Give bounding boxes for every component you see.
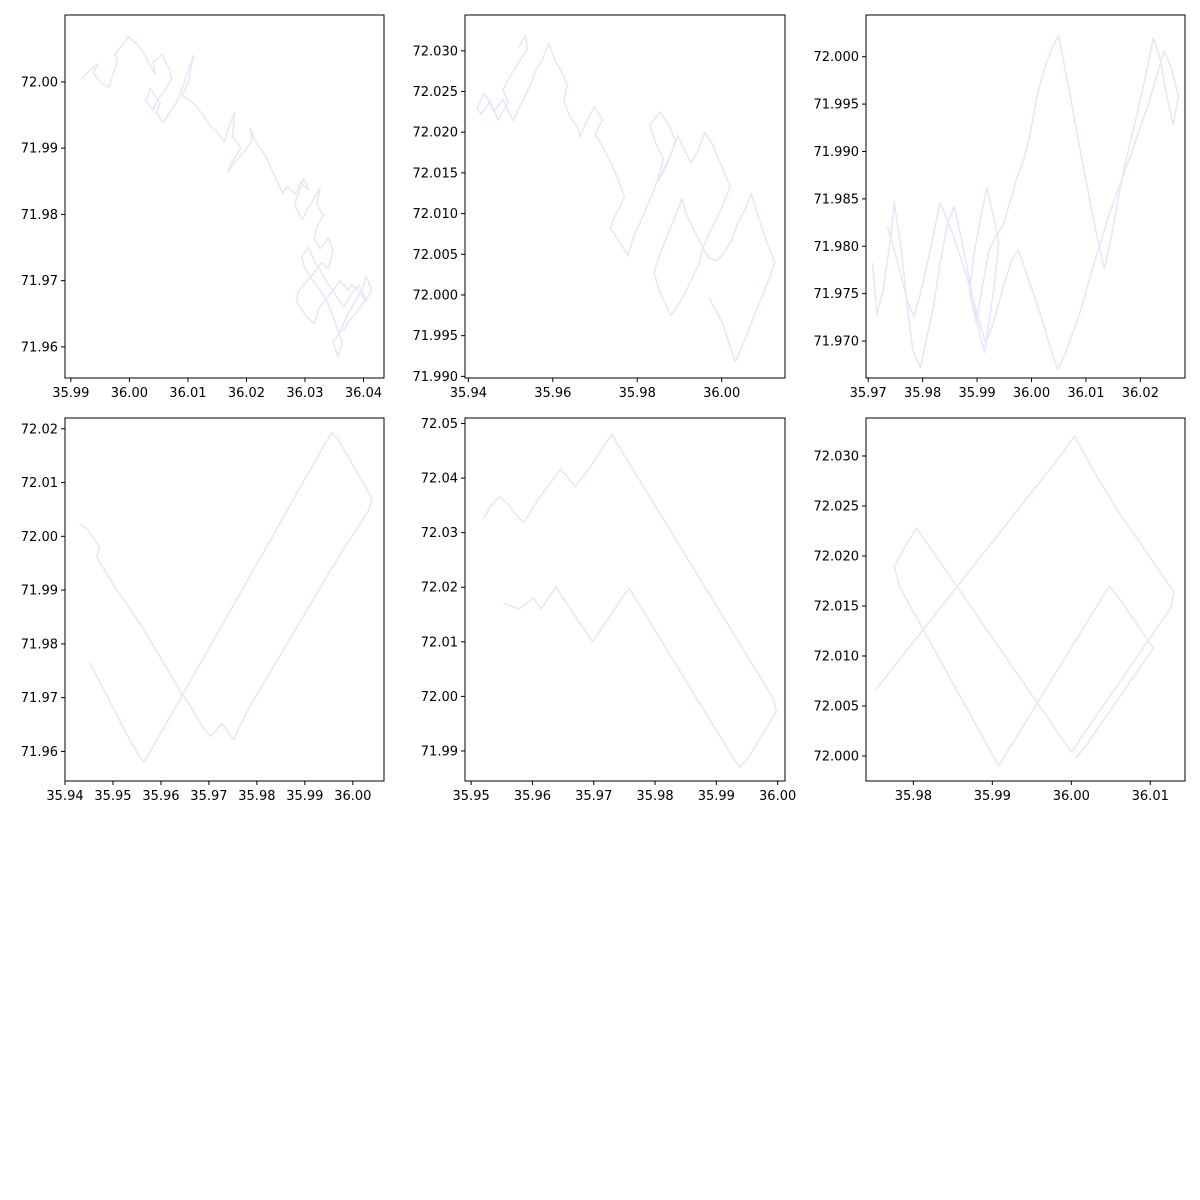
y-tick-label: 71.98 [21, 637, 58, 652]
series-line-1 [482, 433, 778, 769]
y-tick-label: 72.00 [421, 690, 458, 705]
y-tick-label: 72.05 [421, 417, 458, 432]
x-tick-label: 35.98 [636, 789, 673, 804]
y-tick-label: 72.010 [413, 207, 459, 222]
x-tick-label: 36.04 [345, 386, 382, 401]
x-tick-label: 36.01 [1067, 386, 1104, 401]
x-tick-label: 35.96 [534, 386, 571, 401]
subplot-4: 35.94 35.95 35.96 35.97 35.98 35.99 36.00 71.96… [21, 417, 385, 804]
x-tick-label: 36.02 [1122, 386, 1159, 401]
x-tick-label: 36.00 [334, 789, 371, 804]
x-tick-label: 35.97 [850, 386, 887, 401]
series-line-1 [874, 435, 1175, 767]
subplot-1: 35.99 36.00 36.01 36.02 36.03 36.04 71.96 71.97… [21, 14, 385, 401]
series-line-1 [871, 35, 1180, 371]
axes-frame [64, 417, 385, 782]
x-tick-label: 35.95 [453, 789, 490, 804]
y-tick-label: 72.030 [814, 450, 860, 465]
x-tick-label: 35.97 [575, 789, 612, 804]
y-tick-label: 71.99 [21, 584, 58, 599]
x-tick-label: 35.99 [958, 386, 995, 401]
subplot-3: 35.97 35.98 35.99 36.00 36.01 36.02 71.970 71.9… [814, 14, 1186, 401]
x-tick-label: 36.00 [111, 386, 148, 401]
x-tick-label: 35.98 [904, 386, 941, 401]
subplot-6: 35.98 35.99 36.00 36.01 72.000 72.005 72.010 72… [814, 417, 1186, 804]
x-tick-label: 35.94 [450, 386, 487, 401]
x-tick-label: 35.96 [514, 789, 551, 804]
y-tick-label: 72.015 [814, 600, 860, 615]
y-tick-label: 72.04 [421, 472, 458, 487]
y-tick-label: 71.99 [21, 142, 58, 157]
y-tick-label: 72.00 [21, 75, 58, 90]
y-tick-label: 72.005 [413, 248, 459, 263]
y-tick-label: 71.995 [814, 98, 860, 113]
x-tick-label: 35.98 [895, 789, 932, 804]
y-tick-label: 72.020 [413, 126, 459, 141]
subplot-2: 35.94 35.96 35.98 36.00 71.990 71.995 72.000 72… [413, 14, 786, 401]
x-tick-label: 35.99 [698, 789, 735, 804]
y-tick-label: 72.015 [413, 166, 459, 181]
y-tick-label: 71.96 [21, 745, 58, 760]
x-tick-label: 35.99 [52, 386, 89, 401]
axes-frame [464, 417, 786, 782]
x-tick-label: 35.96 [142, 789, 179, 804]
subplot-5: 35.95 35.96 35.97 35.98 35.99 36.00 71.99 72.00… [421, 417, 796, 804]
y-tick-label: 71.98 [21, 208, 58, 223]
y-tick-label: 72.000 [814, 750, 860, 765]
series-line-1 [80, 36, 373, 357]
x-tick-label: 36.01 [169, 386, 206, 401]
y-tick-label: 72.000 [814, 50, 860, 65]
y-tick-label: 72.025 [814, 500, 860, 515]
y-tick-label: 71.96 [21, 340, 58, 355]
y-tick-label: 72.030 [413, 44, 459, 59]
x-tick-label: 35.95 [94, 789, 131, 804]
y-tick-label: 71.995 [413, 329, 459, 344]
x-tick-label: 36.00 [703, 386, 740, 401]
y-tick-label: 72.020 [814, 550, 860, 565]
y-tick-label: 71.970 [814, 335, 860, 350]
y-tick-label: 71.990 [814, 145, 860, 160]
x-tick-label: 35.99 [974, 789, 1011, 804]
y-tick-label: 72.005 [814, 700, 860, 715]
y-tick-label: 72.010 [814, 650, 860, 665]
y-tick-label: 72.02 [421, 581, 458, 596]
y-tick-label: 71.985 [814, 192, 860, 207]
y-tick-label: 72.01 [421, 635, 458, 650]
y-tick-label: 72.01 [21, 476, 58, 491]
y-tick-label: 71.97 [21, 691, 58, 706]
x-tick-label: 35.94 [46, 789, 83, 804]
x-tick-label: 36.00 [1053, 789, 1090, 804]
axes-frame [464, 14, 786, 379]
y-tick-label: 71.980 [814, 240, 860, 255]
y-tick-label: 71.975 [814, 287, 860, 302]
x-tick-label: 36.00 [1013, 386, 1050, 401]
y-tick-label: 71.97 [21, 274, 58, 289]
y-tick-label: 71.990 [413, 370, 459, 385]
y-tick-label: 72.000 [413, 288, 459, 303]
axes-frame [64, 14, 385, 379]
x-tick-label: 36.00 [759, 789, 796, 804]
x-tick-label: 35.98 [619, 386, 656, 401]
y-tick-label: 72.03 [421, 526, 458, 541]
x-tick-label: 36.03 [286, 386, 323, 401]
x-tick-label: 36.01 [1132, 789, 1169, 804]
x-tick-label: 35.99 [286, 789, 323, 804]
x-tick-label: 35.98 [238, 789, 275, 804]
y-tick-label: 72.025 [413, 85, 459, 100]
y-tick-label: 72.00 [21, 530, 58, 545]
y-tick-label: 72.02 [21, 422, 58, 437]
axes-frame [865, 417, 1186, 782]
x-tick-label: 35.97 [190, 789, 227, 804]
axes-frame [865, 14, 1186, 379]
series-line-1 [79, 432, 373, 763]
y-tick-label: 71.99 [421, 744, 458, 759]
series-line-1 [476, 34, 776, 363]
x-tick-label: 36.02 [228, 386, 265, 401]
